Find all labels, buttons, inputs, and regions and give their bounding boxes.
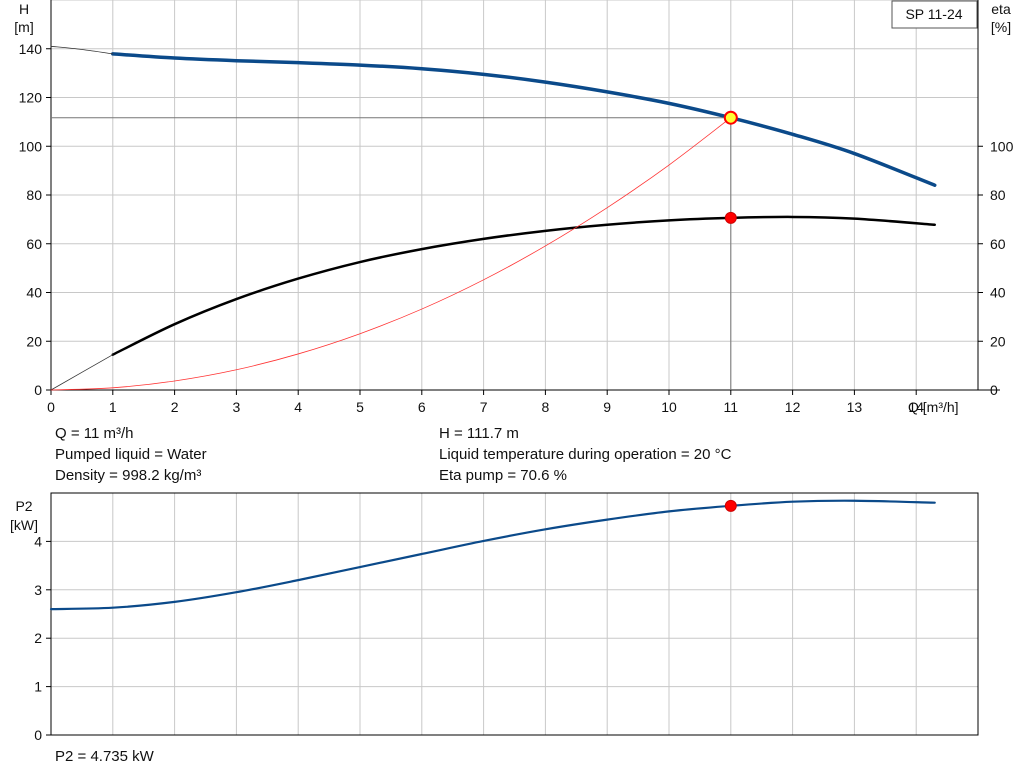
duty-point-h-marker bbox=[723, 110, 738, 125]
eta-curve bbox=[111, 215, 936, 356]
eta-tick-label: 80 bbox=[990, 187, 1006, 203]
h-tick-label: 40 bbox=[26, 285, 42, 301]
info-head: H = 111.7 m bbox=[439, 425, 519, 442]
q-tick-label: 12 bbox=[785, 399, 801, 415]
system-curve bbox=[50, 117, 732, 391]
eta-tick-label: 20 bbox=[990, 333, 1006, 349]
h-axis-label: H bbox=[19, 1, 29, 17]
main-chart-grid: 0 1 2 3 4 5 6 7 8 9 10 11 12 13 1402040608010012014002… bbox=[19, 0, 1014, 415]
eta-axis-label: eta bbox=[991, 1, 1011, 17]
power-chart-frame bbox=[50, 492, 979, 736]
chart-title: SP 11-24 bbox=[905, 6, 962, 22]
power-chart-grid: 0 1 2 3 4 bbox=[34, 492, 979, 743]
h-axis-unit: [m] bbox=[14, 19, 33, 35]
info-flow: Q = 11 m³/h bbox=[55, 425, 134, 442]
h-tick-label: 100 bbox=[19, 138, 43, 154]
eta-tick-label: 40 bbox=[990, 285, 1006, 301]
q-tick-label: 10 bbox=[661, 399, 677, 415]
info-p2: P2 = 4.735 kW bbox=[55, 748, 154, 765]
p2-axis-unit: [kW] bbox=[10, 517, 38, 533]
h-tick-label: 60 bbox=[26, 236, 42, 252]
h-tick-label: 140 bbox=[19, 41, 43, 57]
p2-tick-label: 4 bbox=[34, 533, 42, 549]
eta-curve-extrapolated bbox=[50, 354, 114, 391]
duty-point-p2-marker bbox=[724, 499, 737, 512]
q-tick-label: 9 bbox=[603, 399, 611, 415]
chart-title-box: SP 11-24 bbox=[891, 0, 978, 29]
info-density: Density = 998.2 kg/m³ bbox=[55, 467, 202, 484]
p2-axis-label: P2 bbox=[15, 498, 32, 514]
q-tick-label: 11 bbox=[724, 399, 739, 415]
q-tick-label: 2 bbox=[171, 399, 179, 415]
info-pumped-liquid: Pumped liquid = Water bbox=[55, 446, 207, 463]
q-tick-label: 1 bbox=[109, 399, 117, 415]
q-tick-label: 14 bbox=[908, 399, 924, 415]
q-tick-label: 13 bbox=[847, 399, 863, 415]
q-tick-label: 6 bbox=[418, 399, 426, 415]
p2-curve bbox=[49, 499, 936, 611]
q-tick-label: 4 bbox=[294, 399, 302, 415]
q-tick-label: 0 bbox=[47, 399, 55, 415]
h-tick-label: 120 bbox=[19, 90, 43, 106]
q-tick-label: 3 bbox=[233, 399, 241, 415]
main-chart-curves bbox=[50, 45, 937, 391]
info-liquid-temperature: Liquid temperature during operation = 20… bbox=[439, 446, 732, 463]
duty-point-eta-marker bbox=[724, 211, 737, 224]
q-tick-label: 8 bbox=[542, 399, 550, 415]
h-tick-label: 80 bbox=[26, 187, 42, 203]
eta-tick-label: 60 bbox=[990, 236, 1006, 252]
p2-tick-label: 0 bbox=[34, 727, 42, 743]
info-eta-pump: Eta pump = 70.6 % bbox=[439, 467, 567, 484]
h-curve-extrapolated bbox=[50, 45, 114, 55]
h-tick-label: 20 bbox=[26, 333, 42, 349]
q-axis-label: Q [m³/h] bbox=[908, 399, 959, 415]
power-chart-curves bbox=[49, 499, 936, 611]
h-curve bbox=[111, 52, 937, 187]
eta-tick-label: 0 bbox=[990, 382, 998, 398]
p2-tick-label: 3 bbox=[34, 582, 42, 598]
eta-axis-unit: [%] bbox=[991, 19, 1011, 35]
p2-tick-label: 2 bbox=[34, 630, 42, 646]
q-tick-label: 5 bbox=[356, 399, 364, 415]
q-tick-label: 7 bbox=[480, 399, 488, 415]
h-tick-label: 0 bbox=[34, 382, 42, 398]
p2-tick-label: 1 bbox=[34, 679, 42, 695]
eta-tick-label: 100 bbox=[990, 138, 1014, 154]
